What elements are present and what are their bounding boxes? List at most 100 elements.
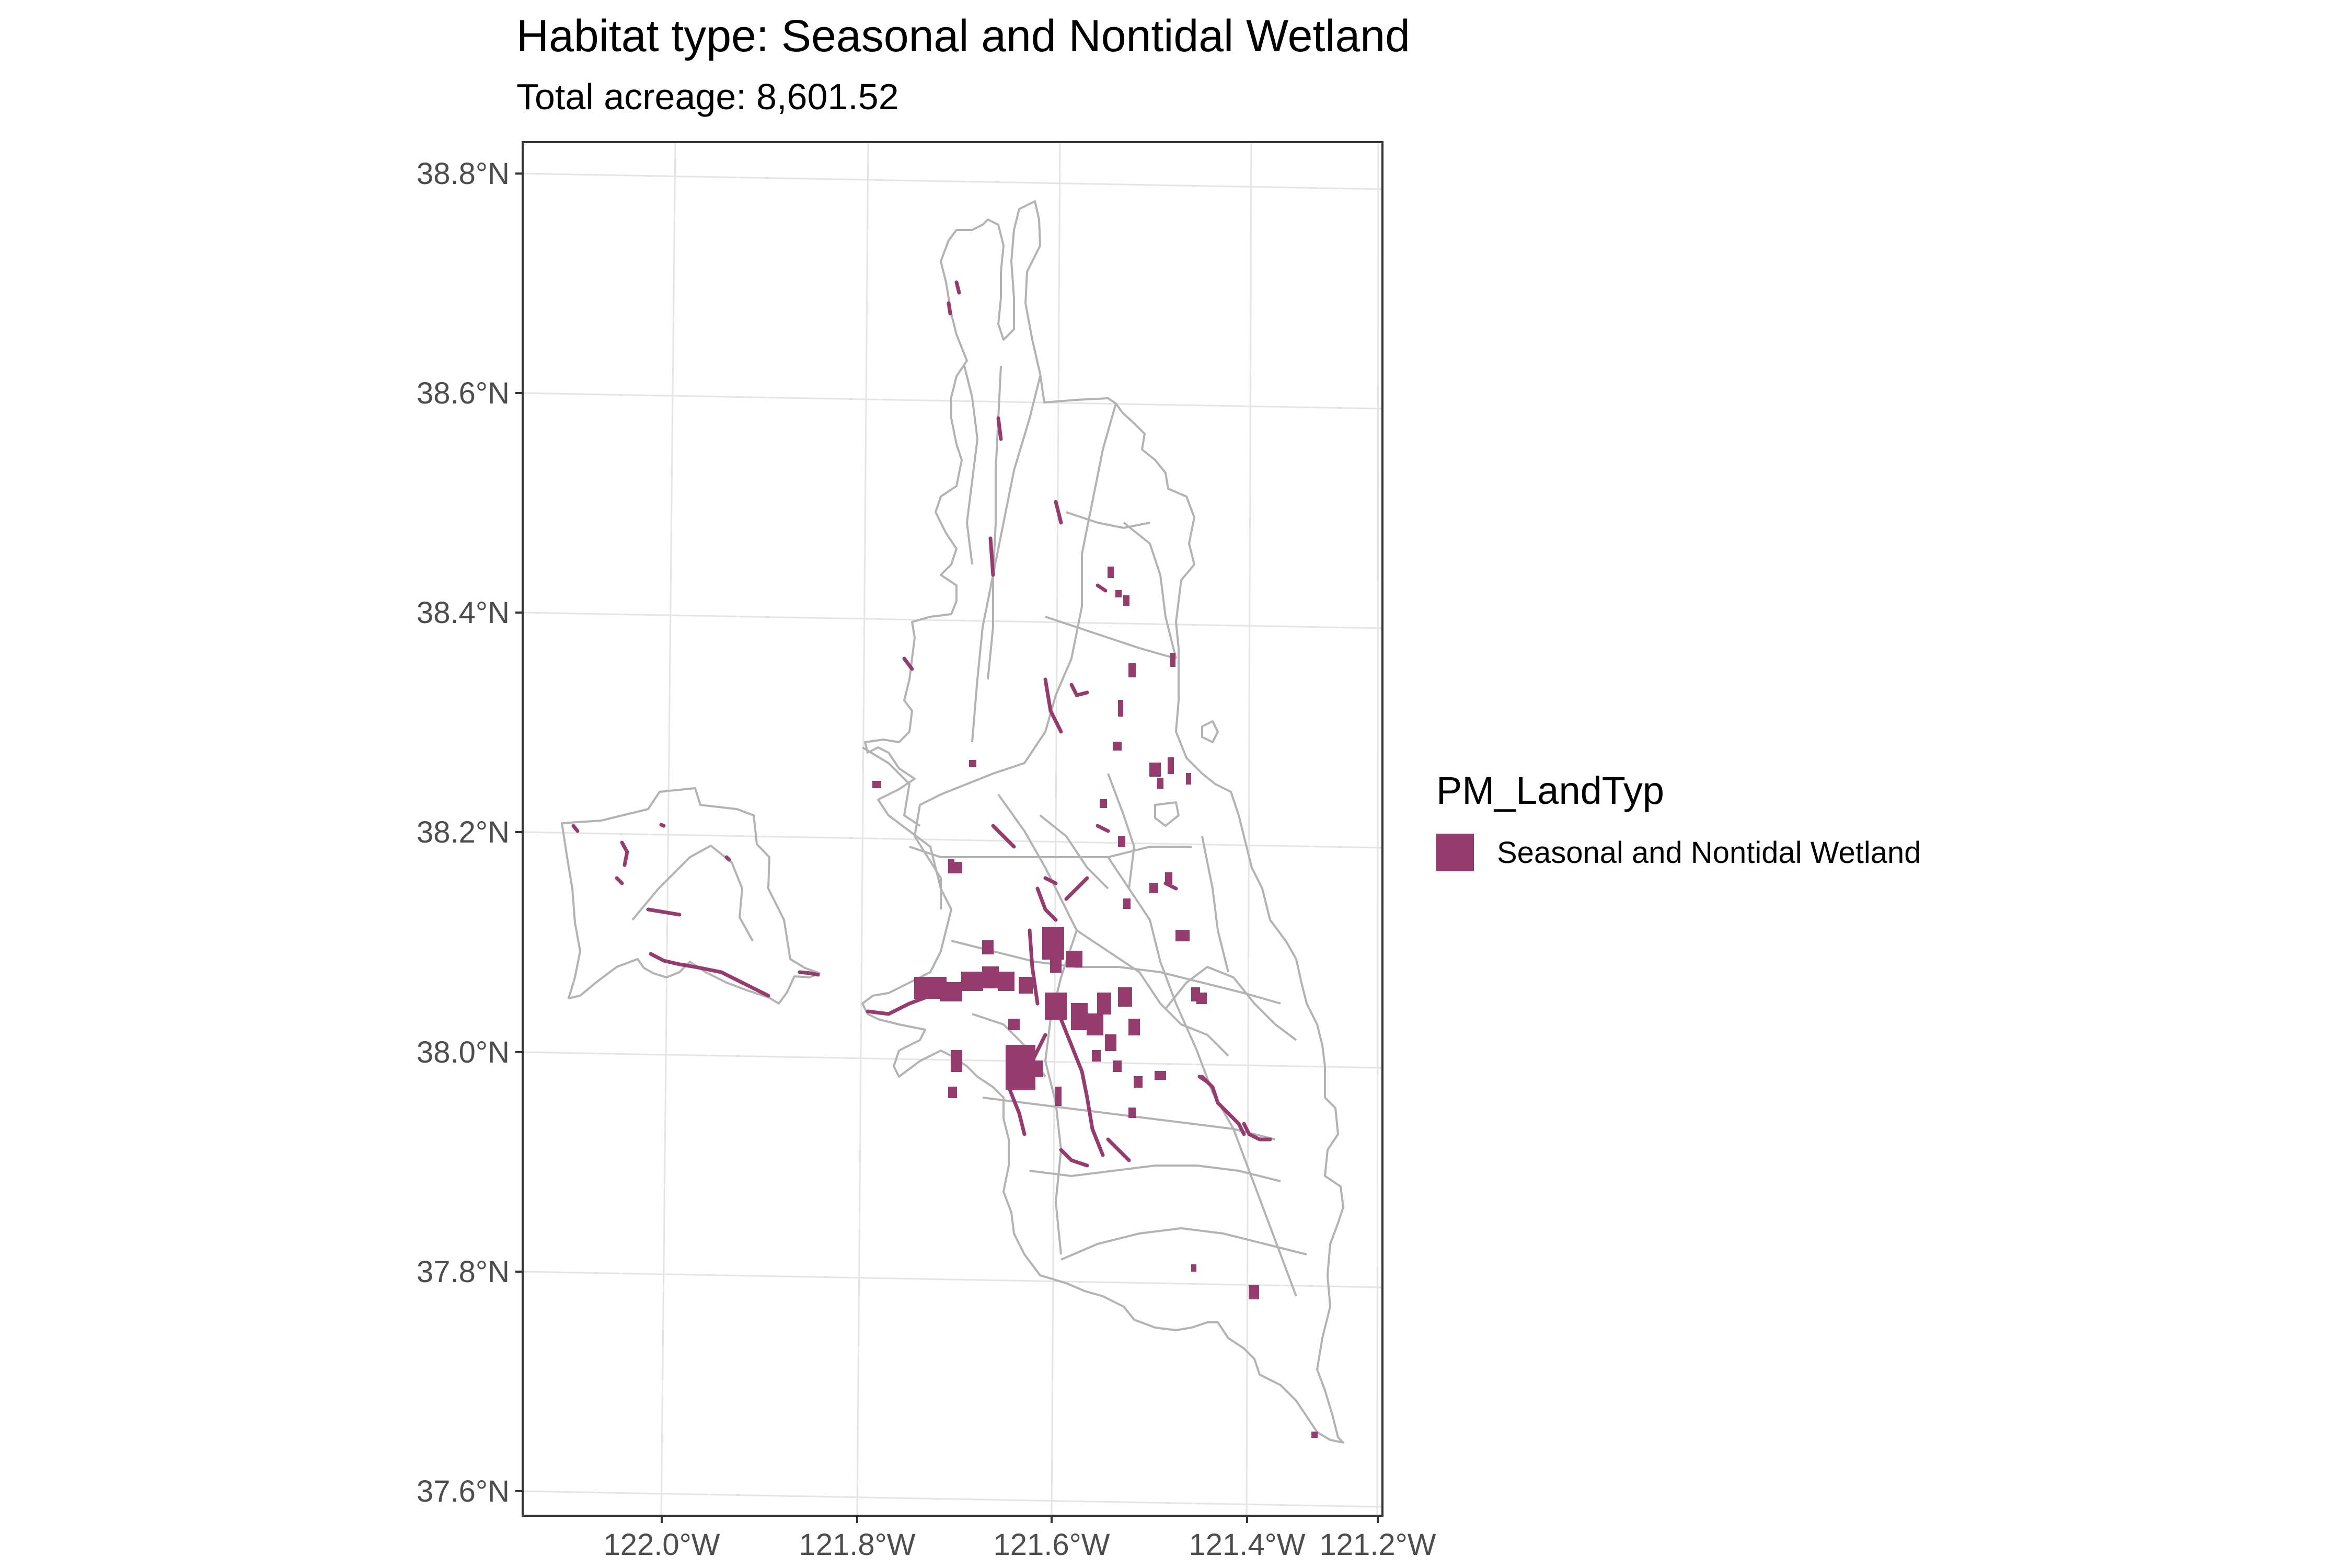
suisun-marsh-outline xyxy=(561,787,821,1005)
wetland-channel-h xyxy=(1043,677,1063,734)
y-tick-label: 38.0°N xyxy=(417,1035,510,1069)
x-tick-label: 121.6°W xyxy=(993,1528,1110,1562)
wetland-patch xyxy=(953,862,962,873)
stockton-islet-2 xyxy=(1154,801,1180,827)
wetland-patch xyxy=(1032,1060,1043,1077)
wetland-patch xyxy=(998,972,1014,991)
wetland-patch xyxy=(1311,1432,1318,1438)
wetland-patch xyxy=(1100,799,1107,808)
yolo-bypass-east xyxy=(987,365,1002,680)
y-tick-label: 38.4°N xyxy=(417,596,510,630)
wetland-patch xyxy=(1097,993,1111,1014)
wetland-river-a xyxy=(1028,928,1040,1006)
wetland-patch xyxy=(1186,773,1191,785)
wetland-suisun-east xyxy=(798,970,820,977)
wetland-patch xyxy=(1115,590,1122,597)
legend-label: Seasonal and Nontidal Wetland xyxy=(1497,835,1921,870)
wetland-patch xyxy=(1191,1264,1196,1272)
suisun-slough xyxy=(631,845,754,941)
wetland-river-b xyxy=(1059,1017,1105,1157)
wetland-suisun-mid xyxy=(646,907,682,917)
deep-water-channel xyxy=(971,376,1041,743)
y-tick-label: 38.6°N xyxy=(417,376,510,410)
y-tick-label: 38.2°N xyxy=(417,815,510,849)
wetland-patch xyxy=(1092,1050,1101,1062)
wetland-patch xyxy=(1071,1003,1088,1030)
wetland-patch xyxy=(872,781,881,788)
wetland-patch xyxy=(1168,757,1174,774)
inner-channel-b xyxy=(1044,930,1078,1255)
inner-channel-c xyxy=(1107,856,1297,1297)
inner-channel-k xyxy=(1107,773,1135,889)
wetland-suisun-frag-2 xyxy=(615,876,624,885)
wetland-patches xyxy=(571,280,1318,1438)
wetland-river-e xyxy=(1197,1075,1209,1084)
wetland-patch xyxy=(1113,1060,1122,1072)
wetland-patch xyxy=(1055,1087,1062,1106)
wetland-channel-g xyxy=(1064,876,1089,901)
inner-channel-a xyxy=(997,793,1229,1057)
wetland-patch xyxy=(982,940,994,954)
grid-lon-121-2 xyxy=(1376,142,1379,1516)
inner-channel-g xyxy=(1029,1165,1281,1182)
inner-channel-o xyxy=(1066,511,1150,529)
wetland-channel-i xyxy=(1054,500,1063,525)
x-tick-label: 122.0°W xyxy=(603,1528,720,1562)
plot-subtitle: Total acreage: 8,601.52 xyxy=(516,76,899,117)
y-tick-label: 37.8°N xyxy=(417,1255,510,1289)
plot-title: Habitat type: Seasonal and Nontidal Wetl… xyxy=(516,11,1410,61)
wetland-patch xyxy=(1149,883,1158,893)
y-tick-label: 37.6°N xyxy=(417,1474,510,1508)
wetland-channel-l xyxy=(991,824,1016,849)
grid-lat-38-2 xyxy=(522,831,1383,849)
wetland-suisun-south-edge xyxy=(649,952,770,998)
inner-channel-p xyxy=(1045,616,1177,660)
wetland-patch xyxy=(1149,763,1161,777)
wetland-channel-n xyxy=(988,536,995,577)
wetland-river-c xyxy=(1200,1075,1246,1136)
wetland-patch xyxy=(1008,1019,1020,1030)
wetland-patch xyxy=(1134,1076,1143,1088)
grid-lon-122-0 xyxy=(660,142,676,1516)
inner-channel-n xyxy=(1123,522,1177,659)
wetland-patch xyxy=(1123,595,1129,606)
y-axis-ticks xyxy=(515,172,523,1492)
wetland-channel-t xyxy=(954,280,961,295)
grid-lon-121-4 xyxy=(1246,142,1252,1516)
inner-channel-i xyxy=(1165,966,1297,1041)
wetland-channel-v xyxy=(996,416,1003,441)
inner-channel-h xyxy=(1060,1227,1307,1261)
wetland-patch xyxy=(1170,653,1175,667)
wetland-patch xyxy=(1157,778,1163,789)
x-tick-label: 121.8°W xyxy=(799,1528,915,1562)
wetland-suisun-frag-1 xyxy=(571,824,580,833)
wetland-channel-x xyxy=(1096,824,1110,833)
legend-item: Seasonal and Nontidal Wetland xyxy=(1436,834,1921,871)
wetland-channel-m xyxy=(1096,583,1108,593)
wetland-patch xyxy=(982,966,999,988)
wetland-patch xyxy=(1128,1019,1140,1035)
x-axis-labels: 122.0°W 121.8°W 121.6°W 121.4°W 121.2°W xyxy=(603,1528,1436,1562)
wetland-channel-u xyxy=(947,301,952,316)
wetland-patch xyxy=(1196,993,1207,1004)
x-axis-ticks xyxy=(661,1516,1379,1523)
wetland-patch xyxy=(1155,1071,1166,1080)
wetland-suisun-north xyxy=(620,840,629,867)
wetland-patch xyxy=(1050,959,1062,973)
legend: PM_LandTyp Seasonal and Nontidal Wetland xyxy=(1436,768,1921,871)
wetland-patch xyxy=(940,982,962,1001)
wetland-channel-p xyxy=(1022,1033,1047,1079)
wetland-river-d xyxy=(1242,1122,1272,1142)
grid-lat-37-6 xyxy=(522,1490,1383,1508)
wetland-patch xyxy=(1123,898,1131,909)
wetland-patch xyxy=(948,1087,957,1098)
inner-channel-l xyxy=(1039,814,1109,890)
wetland-patch xyxy=(1113,742,1122,751)
northwest-lobe xyxy=(861,746,921,827)
wetland-patch xyxy=(1108,567,1114,578)
wetland-patch xyxy=(1105,1034,1116,1051)
y-axis-labels: 38.8°N 38.6°N 38.4°N 38.2°N 38.0°N 37.8°… xyxy=(417,157,510,1508)
wetland-patch xyxy=(1019,977,1033,994)
wetland-channel-s xyxy=(1106,1137,1131,1162)
